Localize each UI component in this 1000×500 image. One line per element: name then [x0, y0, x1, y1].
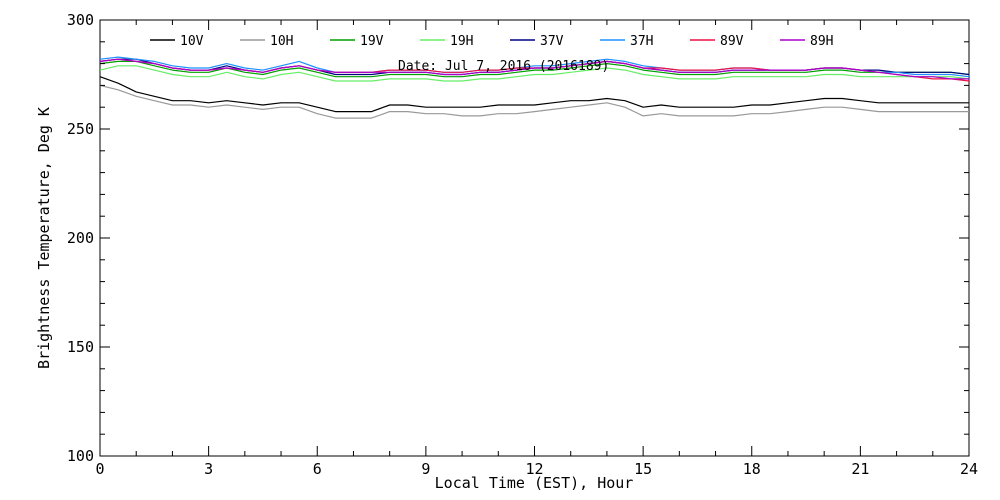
legend-label-37v: 37V	[540, 34, 564, 49]
x-tick-label: 3	[204, 460, 213, 478]
legend-label-89h: 89H	[810, 34, 833, 49]
series-line-10h	[99, 84, 969, 119]
y-tick-label: 250	[67, 120, 94, 138]
x-tick-label: 15	[634, 460, 652, 478]
y-axis-title: Brightness Temperature, Deg K	[35, 107, 53, 369]
series-line-19h	[99, 65, 970, 82]
y-tick-label: 150	[67, 338, 94, 356]
legend-label-37h: 37H	[630, 34, 653, 49]
x-tick-label: 0	[95, 460, 104, 478]
ticks-layer: 0 3 6 9 12 15 18 21 24 100 150 200 250 300	[67, 11, 978, 478]
x-tick-label: 24	[960, 460, 978, 478]
date-annotation: Date: Jul 7, 2016 (2016189)	[398, 59, 609, 74]
y-tick-label: 300	[67, 11, 94, 29]
legend-label-10v: 10V	[180, 34, 204, 49]
series-layer	[99, 56, 970, 119]
plot-frame	[99, 19, 970, 457]
legend-label-19h: 19H	[450, 34, 473, 49]
series-line-19v	[99, 60, 970, 78]
series-line-10v	[99, 76, 969, 113]
legend: 10V 10H 19V 19H 37V 37H 89V 89H	[150, 34, 833, 49]
x-tick-label: 9	[421, 460, 430, 478]
series-line-89h	[99, 58, 969, 80]
x-axis-title: Local Time (EST), Hour	[435, 474, 634, 492]
x-tick-label: 6	[313, 460, 322, 478]
x-tick-label: 18	[743, 460, 761, 478]
x-tick-label: 21	[851, 460, 869, 478]
x-tick-label: 12	[525, 460, 543, 478]
y-tick-label: 200	[67, 229, 94, 247]
legend-label-89v: 89V	[720, 34, 744, 49]
legend-label-19v: 19V	[360, 34, 384, 49]
legend-label-10h: 10H	[270, 34, 293, 49]
y-tick-label: 100	[67, 447, 94, 465]
